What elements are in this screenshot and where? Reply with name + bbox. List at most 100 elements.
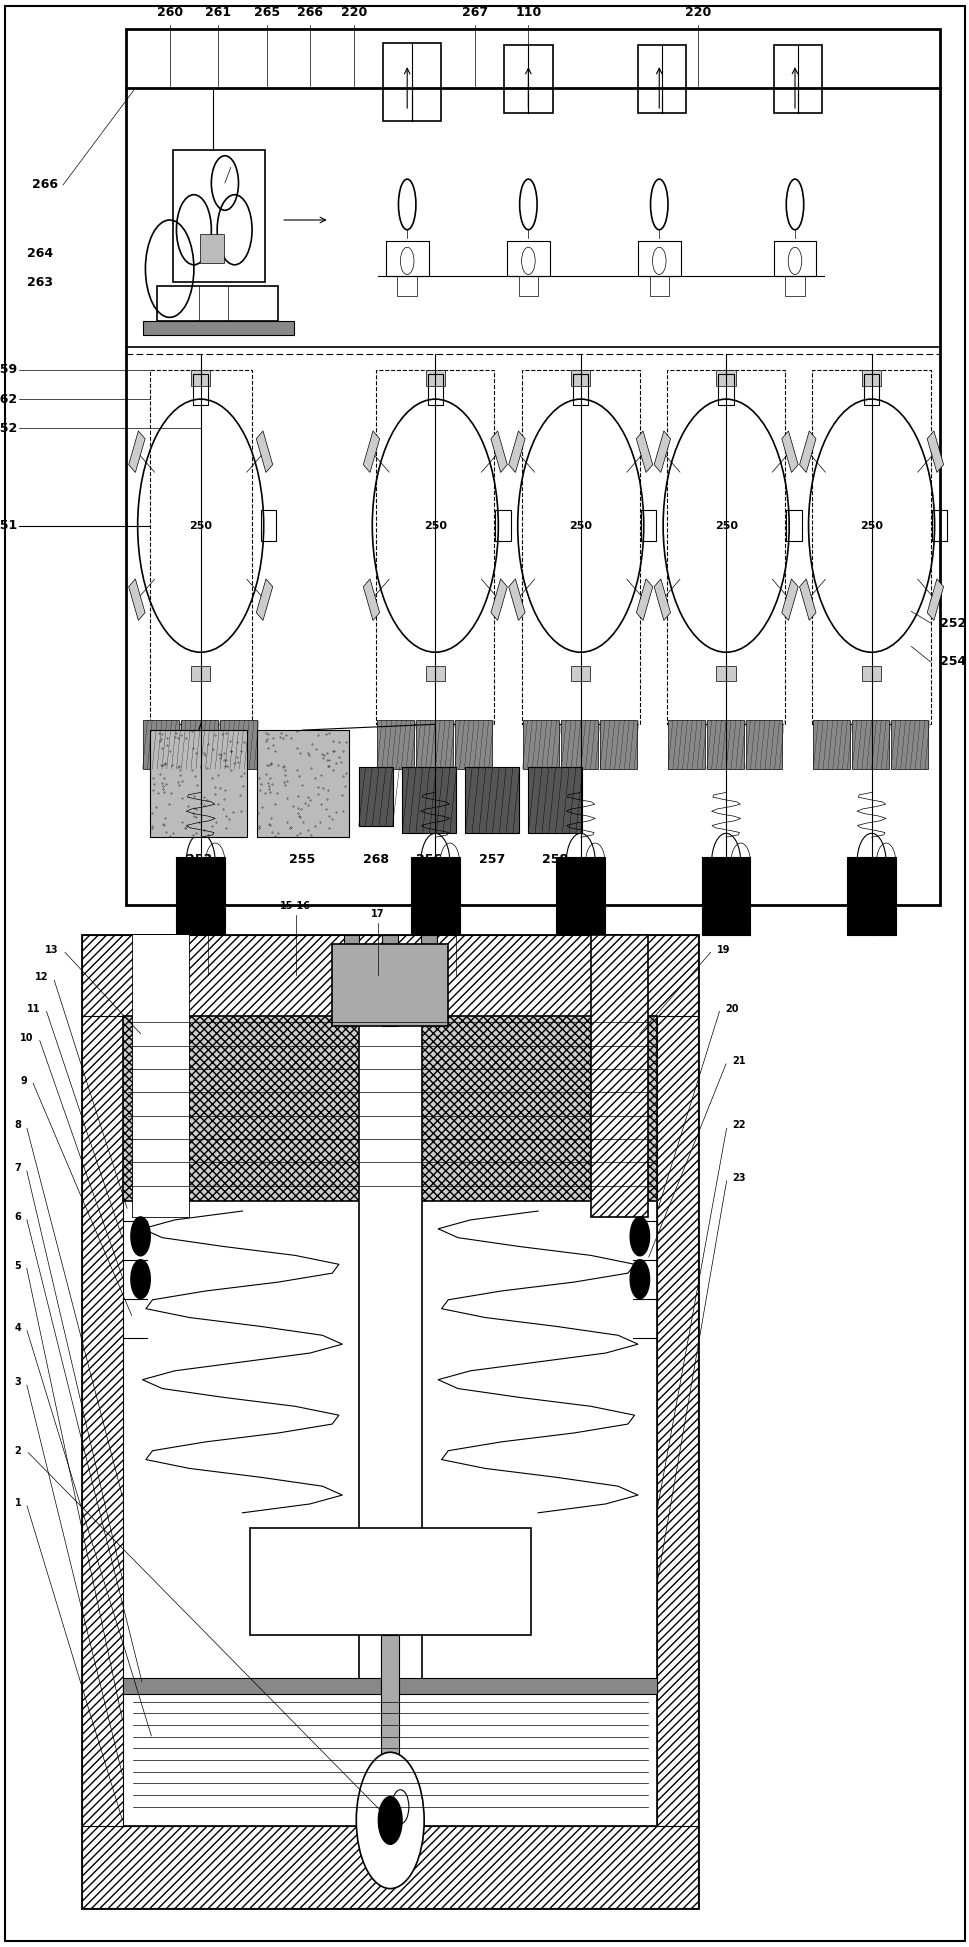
- Bar: [847, 857, 895, 935]
- Bar: [891, 720, 927, 769]
- Polygon shape: [425, 370, 445, 386]
- Bar: [702, 857, 750, 935]
- Bar: [600, 720, 637, 769]
- Bar: [411, 857, 459, 935]
- Polygon shape: [509, 578, 525, 621]
- Bar: [257, 730, 349, 837]
- Circle shape: [630, 1217, 649, 1256]
- Polygon shape: [363, 430, 380, 473]
- Bar: [150, 370, 252, 724]
- Polygon shape: [191, 666, 210, 681]
- Bar: [528, 767, 581, 833]
- Polygon shape: [926, 430, 943, 473]
- Bar: [518, 276, 538, 296]
- Text: 3: 3: [15, 1377, 21, 1388]
- Bar: [193, 374, 208, 405]
- Circle shape: [630, 1260, 649, 1299]
- Bar: [82, 1826, 698, 1908]
- Text: 13: 13: [45, 944, 58, 956]
- Polygon shape: [191, 370, 210, 386]
- Bar: [383, 43, 441, 121]
- Bar: [427, 374, 443, 405]
- Polygon shape: [571, 370, 590, 386]
- Polygon shape: [509, 430, 525, 473]
- Bar: [143, 321, 294, 335]
- Polygon shape: [363, 578, 380, 621]
- Bar: [82, 935, 698, 1908]
- Bar: [416, 720, 453, 769]
- Bar: [150, 730, 247, 837]
- Polygon shape: [799, 578, 816, 621]
- Text: 6: 6: [15, 1211, 21, 1223]
- Text: 17: 17: [371, 909, 385, 919]
- Polygon shape: [781, 430, 797, 473]
- Bar: [133, 935, 189, 1217]
- Bar: [638, 241, 680, 276]
- Text: 264: 264: [27, 247, 53, 259]
- Bar: [261, 510, 276, 541]
- Text: 20: 20: [725, 1003, 738, 1014]
- Bar: [556, 857, 605, 935]
- Bar: [220, 720, 257, 769]
- Polygon shape: [654, 430, 671, 473]
- Text: 11: 11: [27, 1003, 41, 1014]
- Bar: [249, 1528, 530, 1635]
- Bar: [591, 935, 647, 1217]
- Bar: [142, 720, 179, 769]
- Circle shape: [357, 1752, 424, 1889]
- Text: 259: 259: [0, 364, 17, 376]
- Text: 250: 250: [189, 520, 212, 532]
- Text: 220: 220: [340, 6, 367, 19]
- Circle shape: [131, 1260, 150, 1299]
- Polygon shape: [716, 370, 735, 386]
- Text: 7: 7: [15, 1162, 21, 1174]
- Polygon shape: [636, 578, 652, 621]
- Text: 262: 262: [0, 393, 17, 405]
- Text: 251: 251: [0, 520, 17, 532]
- Bar: [359, 1016, 422, 1680]
- Bar: [773, 45, 822, 113]
- Polygon shape: [256, 430, 272, 473]
- Bar: [454, 720, 491, 769]
- Bar: [786, 510, 801, 541]
- Text: 15-16: 15-16: [280, 901, 311, 911]
- Bar: [397, 276, 417, 296]
- Text: 252: 252: [940, 617, 966, 629]
- Text: 261: 261: [205, 6, 231, 19]
- Bar: [812, 370, 930, 724]
- Text: 266: 266: [297, 6, 323, 19]
- Bar: [343, 935, 359, 1026]
- Bar: [376, 370, 494, 724]
- Bar: [82, 935, 698, 1016]
- Bar: [172, 150, 265, 282]
- Bar: [773, 241, 816, 276]
- Text: 267: 267: [462, 6, 487, 19]
- Polygon shape: [256, 578, 272, 621]
- Polygon shape: [571, 666, 590, 681]
- Bar: [377, 720, 414, 769]
- Polygon shape: [861, 370, 881, 386]
- Bar: [176, 857, 225, 935]
- Bar: [157, 286, 278, 321]
- Bar: [382, 935, 397, 1026]
- Bar: [123, 1016, 657, 1201]
- Text: 8: 8: [15, 1120, 21, 1131]
- Text: 250: 250: [569, 520, 592, 532]
- Bar: [123, 1016, 657, 1826]
- Text: 253: 253: [186, 853, 211, 866]
- Bar: [402, 767, 455, 833]
- Polygon shape: [129, 578, 145, 621]
- Text: 18: 18: [449, 909, 462, 919]
- Polygon shape: [799, 430, 816, 473]
- Bar: [331, 944, 448, 1026]
- Text: 255: 255: [289, 853, 316, 866]
- Text: 268: 268: [363, 853, 389, 866]
- Text: 2: 2: [15, 1445, 21, 1456]
- Bar: [561, 720, 598, 769]
- Bar: [638, 45, 686, 113]
- Bar: [745, 720, 782, 769]
- Polygon shape: [926, 578, 943, 621]
- Text: 256: 256: [417, 853, 442, 866]
- Circle shape: [378, 1797, 402, 1844]
- Text: 14: 14: [202, 909, 215, 919]
